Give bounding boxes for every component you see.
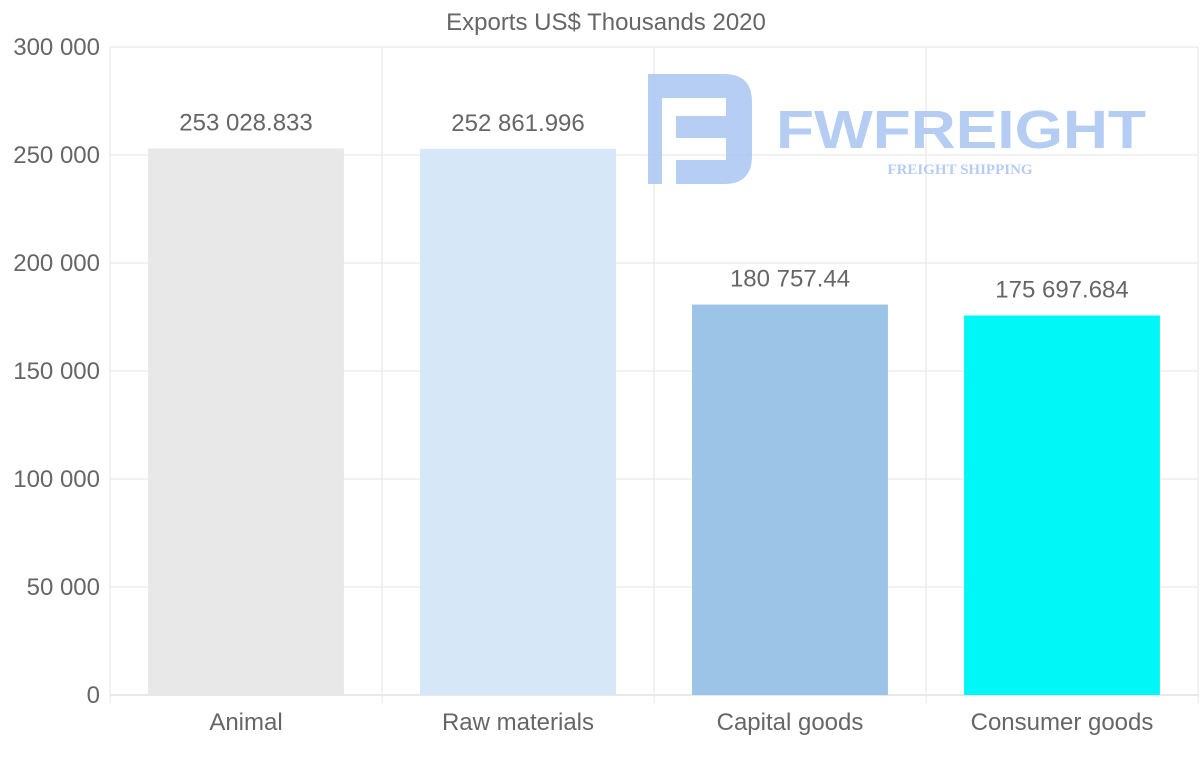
- chart-bars: [148, 148, 1160, 696]
- y-tick-label: 0: [87, 682, 100, 709]
- bar-value-label: 253 028.833: [179, 109, 312, 136]
- fwfreight-watermark: FWFREIGHT FREIGHT SHIPPING: [648, 74, 1146, 184]
- x-axis-labels: Animal Raw materials Capital goods Consumer…: [209, 709, 1153, 736]
- y-tick-label: 100 000: [13, 466, 100, 493]
- x-category-label: Consumer goods: [971, 709, 1154, 736]
- y-tick-label: 200 000: [13, 250, 100, 277]
- value-labels: 253 028.833 252 861.996 180 757.44 175 697.…: [179, 109, 1128, 303]
- chart-title: Exports US$ Thousands 2020: [446, 9, 766, 36]
- bar-value-label: 252 861.996: [451, 110, 584, 137]
- bar[interactable]: [964, 315, 1160, 695]
- bar[interactable]: [148, 148, 344, 696]
- watermark-tagline: FREIGHT SHIPPING: [887, 162, 1032, 178]
- y-tick-label: 300 000: [13, 34, 100, 61]
- bar-value-label: 180 757.44: [730, 266, 850, 293]
- x-category-label: Animal: [209, 709, 282, 736]
- bar-value-label: 175 697.684: [995, 276, 1128, 303]
- y-tick-label: 250 000: [13, 142, 100, 169]
- x-category-label: Capital goods: [717, 709, 864, 736]
- bar[interactable]: [420, 148, 616, 695]
- bar[interactable]: [692, 304, 888, 695]
- y-axis-labels: 0 50 000 100 000 150 000 200 000 250 000 300 0…: [13, 34, 100, 709]
- fwfreight-logo-icon: [648, 74, 752, 184]
- y-tick-label: 150 000: [13, 358, 100, 385]
- watermark-brand: FWFREIGHT: [776, 100, 1146, 160]
- y-tick-label: 50 000: [27, 574, 100, 601]
- x-category-label: Raw materials: [442, 709, 594, 736]
